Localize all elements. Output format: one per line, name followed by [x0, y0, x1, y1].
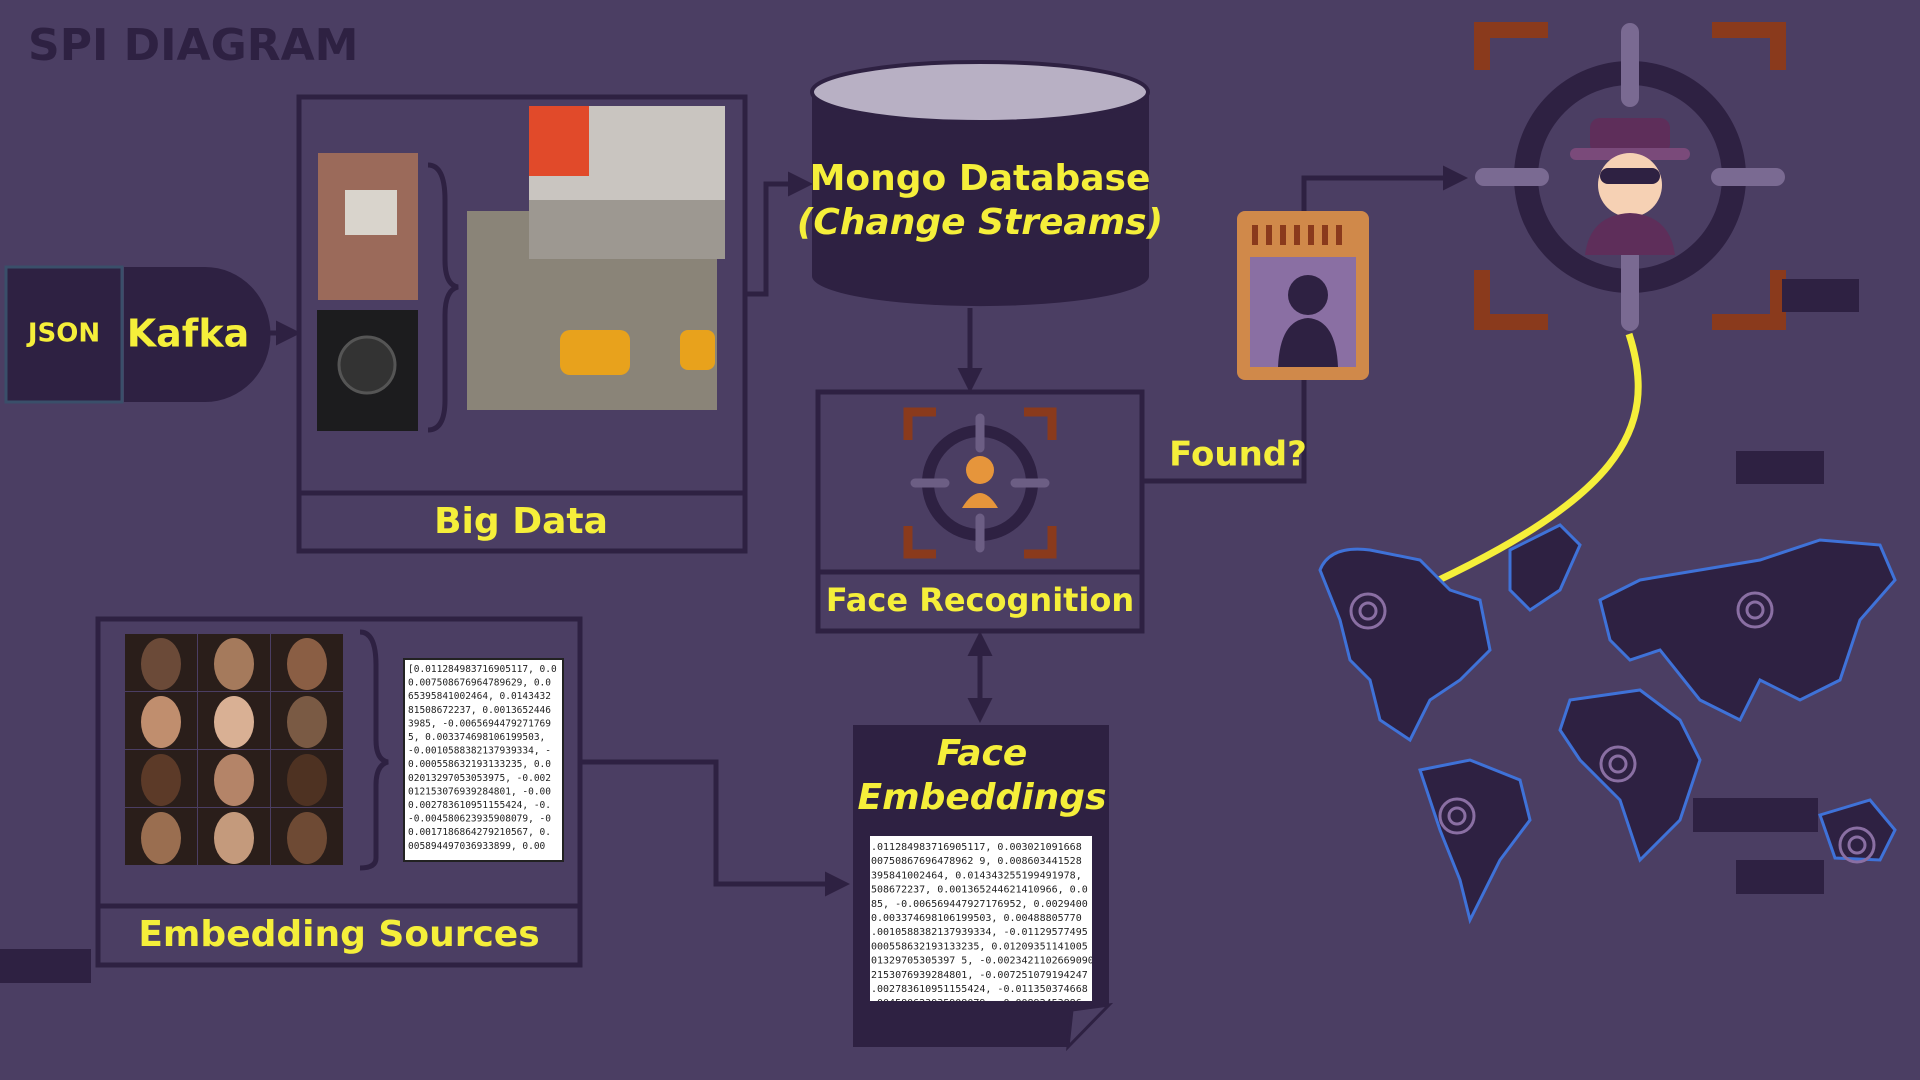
embedding-line: 01329705305397 5, -0.0023421102669090: [871, 956, 1094, 967]
target-icon: [903, 407, 1057, 559]
embedding-line: 3985, -0.0065694479271769: [408, 718, 551, 729]
face: [141, 696, 181, 748]
embedding-line: 02013297053053975, -0.002: [408, 773, 551, 784]
database-label: Mongo Database: [810, 158, 1151, 199]
face: [214, 638, 254, 690]
embedding-line: .0010588382137939334, -0.01129577495: [871, 927, 1088, 938]
database-sublabel: (Change Streams): [797, 202, 1163, 243]
location-arrow: [1393, 332, 1642, 603]
id-card-icon: [1237, 211, 1369, 380]
embedding-line: [0.011284983716905117, 0.0: [408, 664, 557, 675]
embedding-line: .002783610951155424, -0.011350374668: [871, 984, 1088, 995]
face: [287, 812, 327, 864]
face-recognition-label: Face Recognition: [826, 581, 1134, 619]
embedding-line: -0.004580623935908079, -0: [408, 814, 551, 825]
found-label: Found?: [1169, 435, 1307, 475]
face-embeddings-label: Embeddings: [858, 777, 1107, 818]
face: [214, 812, 254, 864]
face: [141, 754, 181, 806]
location-markers: [1349, 591, 1876, 864]
database-top: [810, 60, 1150, 124]
face: [214, 696, 254, 748]
embedding-line: 0.007508676964789629, 0.0: [408, 678, 551, 689]
embedding-sources-label: Embedding Sources: [138, 914, 539, 955]
face: [287, 754, 327, 806]
faces-grid: [125, 634, 343, 865]
embedding-line: 00750867696478962 9, 0.008603441528: [871, 856, 1082, 867]
embedding-line: 0.000558632193133235, 0.0: [408, 759, 551, 770]
billboard: [529, 106, 589, 176]
embedding-line: 395841002464, 0.014343255199491978,: [871, 870, 1082, 881]
crowd: [529, 200, 725, 259]
camera-shape: [345, 190, 397, 235]
embedding-line: 000558632193133235, 0.01209351141005: [871, 941, 1088, 952]
spy-target-icon: [1474, 22, 1786, 331]
decor: [1736, 860, 1824, 894]
kafka-shape: [124, 267, 271, 402]
embedding-line: -0.0010588382137939334, -: [408, 746, 551, 757]
decor: [1736, 451, 1824, 484]
json-label: JSON: [26, 319, 100, 349]
big-data-box: [296, 94, 748, 554]
embedding-line: 81508672237, 0.0013652446: [408, 705, 551, 716]
brace: [359, 629, 389, 871]
taxi: [560, 330, 630, 375]
arrow: [580, 759, 850, 897]
doc-corner: [1066, 1002, 1114, 1052]
embedding-text: .011284983716905117, 0.003021091668 00750…: [871, 842, 1094, 1009]
embedding-line: .011284983716905117, 0.003021091668: [871, 842, 1082, 853]
embedding-document: [403, 658, 564, 862]
json-box: [4, 265, 124, 404]
embedding-line: 508672237, 0.001365244621410966, 0.0: [871, 885, 1088, 896]
embedding-document: [870, 836, 1092, 1001]
arrow: [745, 171, 813, 297]
embedding-line: 012153076939284801, -0.00: [408, 786, 551, 797]
kafka-label: Kafka: [127, 312, 250, 356]
embedding-line: 85, -0.006569447927176952, 0.0029400: [871, 899, 1088, 910]
embedding-text: [0.011284983716905117, 0.0 0.007508676964…: [408, 664, 557, 852]
face: [141, 812, 181, 864]
bodycam-lens: [337, 335, 397, 395]
decor: [1693, 798, 1818, 832]
embedding-line: .004580623935908079, -0.00892453886: [871, 998, 1082, 1009]
face: [287, 696, 327, 748]
embedding-line: 005894497036933899, 0.00: [408, 841, 546, 852]
face: [214, 754, 254, 806]
embedding-line: 2153076939284801, -0.007251079194247: [871, 970, 1088, 981]
taxi: [680, 330, 715, 370]
decor: [1782, 279, 1859, 312]
brace: [427, 162, 459, 433]
face: [287, 638, 327, 690]
face: [141, 638, 181, 690]
embedding-line: 5, 0.003374698106199503,: [408, 732, 545, 743]
embedding-line: 0.0017186864279210567, 0.: [408, 827, 551, 838]
embedding-line: 0.003374698106199503, 0.00488805770: [871, 913, 1082, 924]
face-embeddings-label: Face: [937, 733, 1028, 774]
embedding-sources-box: [95, 616, 583, 968]
big-data-label: Big Data: [434, 501, 608, 542]
embedding-line: 0.002783610951155424, -0.: [408, 800, 551, 811]
title: SPI DIAGRAM: [28, 20, 358, 71]
database-cylinder: [812, 92, 1149, 307]
decor: [0, 949, 91, 983]
embedding-line: 65395841002464, 0.0143432: [408, 691, 551, 702]
